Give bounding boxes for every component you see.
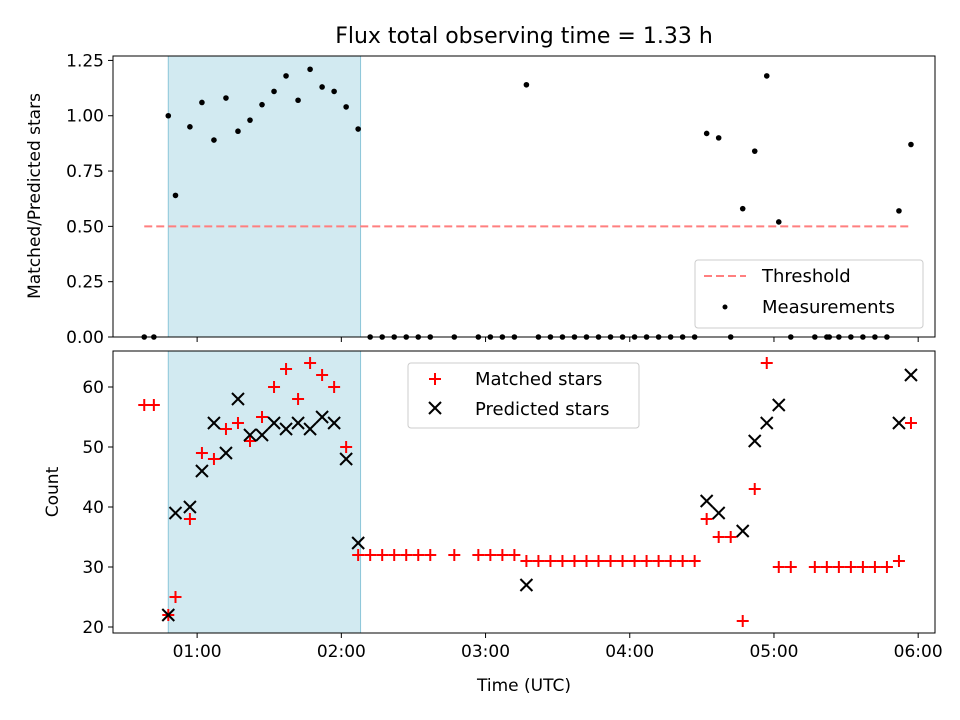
measurement-point [307,66,313,72]
y-tick-label: 30 [82,558,104,578]
y-tick-label: 20 [82,618,104,638]
measurement-point [319,84,325,90]
measurement-point [223,95,229,101]
ratio-legend: Threshold Measurements [695,260,923,328]
measurement-point [908,142,914,148]
measurement-point [896,208,902,214]
measurement-point [173,193,179,199]
count-y-axis-label: Count [43,466,63,517]
measurement-point [343,104,349,110]
legend-measurements-label: Measurements [762,297,895,318]
measurement-point [187,124,193,130]
y-tick-label: 50 [82,438,104,458]
observing-window-shade [168,56,360,337]
measurement-point [740,206,746,212]
measurement-point [355,126,361,132]
legend-predicted-label: Predicted stars [475,399,609,420]
legend-measurements-swatch [723,305,728,310]
y-tick-label: 1.25 [66,51,104,71]
x-tick-label: 02:00 [317,642,366,662]
y-tick-label: 0.50 [66,217,104,237]
x-tick-label: 04:00 [605,642,654,662]
x-axis-label: Time (UTC) [476,676,571,696]
measurement-point [165,113,171,119]
measurement-point [283,73,289,79]
y-tick-label: 60 [82,378,104,398]
y-tick-label: 0.00 [66,328,104,348]
measurement-point [199,100,205,106]
measurement-point [704,131,710,137]
y-tick-label: 0.75 [66,162,104,182]
y-tick-label: 0.25 [66,273,104,293]
measurement-point [776,219,782,225]
count-legend: Matched stars Predicted stars [408,363,639,428]
measurement-point [295,97,301,103]
x-tick-label: 06:00 [894,642,943,662]
figure-canvas: 0.00 0.25 0.50 0.75 1.00 1.25 Flux total obse… [0,0,960,720]
y-tick-label: 1.00 [66,107,104,127]
legend-threshold-label: Threshold [761,266,851,287]
measurement-point [235,128,241,134]
x-tick-label: 03:00 [461,642,510,662]
measurement-point [716,135,722,141]
ratio-y-axis-label: Matched/Predicted stars [25,93,45,299]
measurement-point [259,102,265,108]
ratio-panel: 0.00 0.25 0.50 0.75 1.00 1.25 Flux total obse… [25,24,935,348]
x-tick-label: 01:00 [173,642,222,662]
measurement-point [752,148,758,154]
chart-title: Flux total observing time = 1.33 h [335,24,713,49]
measurement-point [211,137,217,143]
measurement-point [271,89,277,95]
x-tick-label: 05:00 [749,642,798,662]
measurement-point [524,82,530,88]
legend-matched-label: Matched stars [475,369,602,390]
observing-window-shade [168,351,360,633]
y-tick-label: 40 [82,498,104,518]
measurement-point [247,117,253,123]
measurement-point [331,89,337,95]
measurement-point [764,73,770,79]
